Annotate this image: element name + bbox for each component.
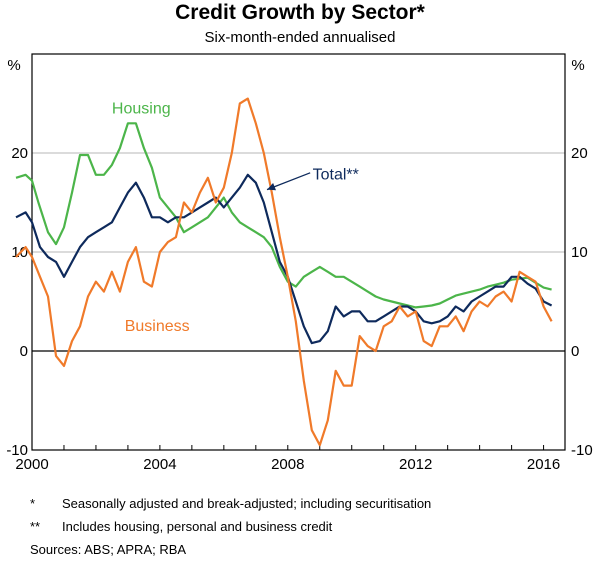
y-tick-label-right: -10	[571, 442, 593, 459]
chart-figure: Credit Growth by Sector* Six-month-ended…	[6, 1, 592, 473]
y-unit-left: %	[7, 57, 20, 74]
footnote-text: Seasonally adjusted and break-adjusted; …	[62, 496, 432, 511]
x-tick-label: 2012	[399, 456, 432, 473]
series-lines	[15, 97, 553, 447]
chart-subtitle: Six-month-ended annualised	[205, 29, 396, 46]
total-label: Total**	[313, 167, 359, 184]
footnote-mark: **	[30, 519, 41, 534]
series-annotations: Housing Total** Business	[112, 100, 359, 335]
x-tick-label: 2008	[271, 456, 304, 473]
x-tick-label: 2016	[527, 456, 560, 473]
total-line	[15, 173, 553, 345]
y-tick-label-left: 0	[20, 343, 28, 360]
footnote-mark: *	[30, 496, 36, 511]
sources-line: Sources: ABS; APRA; RBA	[30, 538, 590, 561]
y-tick-label-left: -10	[6, 442, 28, 459]
footnote-2: ** Includes housing, personal and busine…	[30, 515, 590, 538]
y-tick-label-left: 20	[11, 145, 28, 162]
y-unit-right: %	[571, 57, 584, 74]
housing-label: Housing	[112, 100, 171, 117]
housing-line	[15, 122, 552, 309]
total-arrow-head	[267, 183, 276, 191]
footnote-text: Includes housing, personal and business …	[62, 519, 333, 534]
y-tick-label-right: 0	[571, 343, 579, 360]
axes	[31, 53, 566, 451]
footnote-1: * Seasonally adjusted and break-adjusted…	[30, 492, 590, 515]
plot-frame	[31, 53, 566, 451]
footnotes: * Seasonally adjusted and break-adjusted…	[30, 492, 590, 561]
grid-lines	[32, 152, 565, 253]
y-tick-label-right: 20	[571, 145, 588, 162]
sources-text: Sources: ABS; APRA; RBA	[30, 542, 187, 557]
x-tick-label: 2000	[15, 456, 48, 473]
y-tick-label-right: 10	[571, 244, 588, 261]
x-tick-label: 2004	[143, 456, 176, 473]
chart-title: Credit Growth by Sector*	[175, 1, 426, 24]
business-line	[15, 97, 553, 447]
business-label: Business	[125, 318, 190, 335]
